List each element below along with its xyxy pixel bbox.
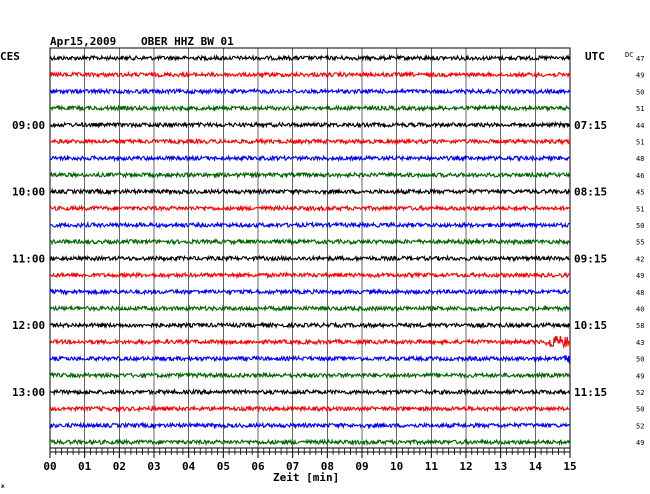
right-timezone-label: UTC	[585, 50, 605, 63]
x-tick-label: 00	[43, 460, 56, 473]
trace-10	[49, 221, 570, 229]
x-tick-label: 11	[425, 460, 439, 473]
dc-value: 42	[636, 255, 644, 263]
trace-0	[49, 53, 570, 62]
dc-value: 44	[636, 122, 644, 130]
vertical-gridlines	[84, 48, 536, 448]
trace-14	[49, 287, 570, 296]
dc-value: 51	[636, 105, 644, 113]
dc-value: 49	[636, 439, 644, 447]
dc-value: 47	[636, 55, 644, 63]
hour-label-right: 07:15	[574, 119, 607, 132]
trace-16	[49, 321, 570, 330]
hour-label-left: 11:00	[12, 252, 45, 265]
dc-value: 46	[636, 172, 644, 180]
dc-value: 50	[636, 88, 644, 96]
trace-7	[49, 170, 570, 179]
x-tick-label: 06	[251, 460, 265, 473]
trace-2	[49, 87, 570, 96]
trace-20	[49, 387, 570, 397]
trace-group	[49, 53, 570, 447]
trace-15	[49, 304, 570, 313]
hour-label-left: 13:00	[12, 386, 45, 399]
hour-label-left: 12:00	[12, 319, 45, 332]
dc-label: DC	[625, 51, 633, 59]
x-tick-label: 09	[355, 460, 368, 473]
dc-value: 45	[636, 189, 644, 197]
trace-21	[49, 404, 570, 413]
footer-mark: ж	[1, 483, 5, 490]
dc-value: 52	[636, 389, 644, 397]
trace-3	[49, 103, 570, 113]
x-axis-title: Zeit [min]	[273, 471, 339, 484]
trace-12	[49, 254, 570, 263]
trace-6	[49, 154, 570, 163]
left-hour-labels: 09:00 10:00 11:00 12:00 13:00	[12, 119, 45, 399]
trace-8	[49, 187, 570, 196]
dc-value: 52	[636, 422, 644, 430]
x-tick-label: 07	[286, 460, 299, 473]
hour-label-right: 10:15	[574, 319, 607, 332]
dc-value: 49	[636, 372, 644, 380]
x-tick-label: 12	[459, 460, 472, 473]
dc-value: 49	[636, 72, 644, 80]
x-tick-label: 02	[113, 460, 126, 473]
right-hour-labels: 07:15 08:15 09:15 10:15 11:15	[574, 119, 607, 399]
trace-13	[49, 271, 570, 280]
x-tick-label: 14	[529, 460, 543, 473]
hour-label-right: 09:15	[574, 252, 607, 265]
trace-5	[49, 137, 570, 146]
x-tick-label: 08	[321, 460, 334, 473]
station-label: OBER HHZ BW 01	[141, 35, 234, 48]
dc-value: 55	[636, 239, 644, 247]
dc-value: 50	[636, 356, 644, 364]
dc-value: 58	[636, 322, 644, 330]
trace-19	[49, 371, 570, 380]
date-label: Apr15,2009	[50, 35, 116, 48]
hour-label-right: 08:15	[574, 186, 607, 199]
x-tick-label: 13	[494, 460, 507, 473]
trace-17	[49, 336, 570, 350]
dc-value: 48	[636, 289, 644, 297]
dc-values: 47 49 50 51 44 51 48 46 45 51 50 55 42 49 48 40 58 43 50 49…	[636, 55, 644, 447]
trace-11	[49, 237, 570, 246]
dc-value: 50	[636, 406, 644, 414]
x-tick-label: 04	[182, 460, 196, 473]
dc-value: 50	[636, 222, 644, 230]
trace-18	[49, 354, 570, 364]
dc-value: 40	[636, 306, 644, 314]
x-tick-label: 03	[147, 460, 160, 473]
x-tick-label: 05	[217, 460, 230, 473]
dc-value: 48	[636, 155, 644, 163]
trace-23	[49, 438, 570, 447]
left-timezone-label: CES	[0, 50, 20, 63]
x-tick-label: 10	[390, 460, 403, 473]
dc-value: 43	[636, 339, 644, 347]
dc-value: 49	[636, 272, 644, 280]
hour-label-left: 10:00	[12, 186, 45, 199]
hour-label-left: 09:00	[12, 119, 45, 132]
trace-1	[49, 70, 570, 79]
dc-value: 51	[636, 139, 644, 147]
trace-9	[49, 204, 570, 213]
x-tick-label: 15	[563, 460, 576, 473]
hour-label-right: 11:15	[574, 386, 607, 399]
x-axis: 00 01 02 03 04 05 06 07 08 09 10 11 12 13 14 15	[43, 448, 577, 473]
dc-value: 51	[636, 205, 644, 213]
trace-22	[49, 421, 570, 430]
trace-4	[49, 120, 570, 129]
x-tick-label: 01	[78, 460, 92, 473]
